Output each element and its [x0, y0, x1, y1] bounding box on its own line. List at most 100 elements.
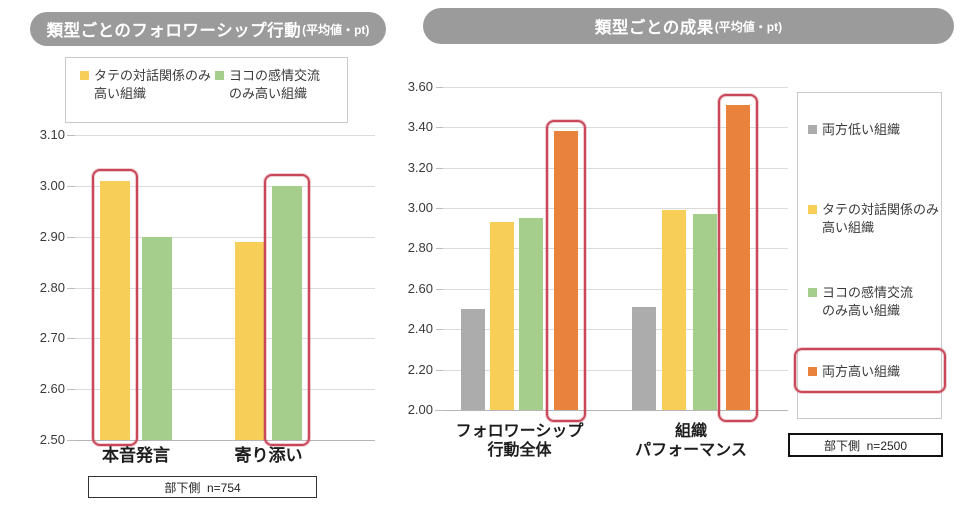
- bar-2-1: [142, 237, 172, 440]
- chart-right-plot: 3.60 3.40 3.20 3.00 2.80 2.60 2.40 2.20 2.00 フォロワ…: [408, 79, 788, 459]
- category-label: フォロワーシップ 行動全体: [455, 423, 584, 459]
- bar-1-2: [632, 307, 656, 410]
- legend-label: 両方高い組織: [822, 364, 901, 379]
- bar-2-2: [662, 210, 686, 410]
- legend-label: ヨコの感情交流 のみ高い組織: [229, 68, 321, 101]
- y-axis-tick: [67, 338, 75, 339]
- bar-1-1: [461, 309, 485, 410]
- highlight-frame: [546, 120, 586, 422]
- legend-item: ヨコの感情交流 のみ高い組織: [808, 284, 913, 320]
- y-axis-tick: [436, 87, 443, 88]
- gridline: [75, 288, 375, 289]
- gridline: [75, 186, 375, 187]
- y-axis-tick-label: 2.60: [407, 281, 433, 296]
- gridline: [443, 248, 788, 249]
- chart-left-title-pill: 類型ごとのフォロワーシップ行動 (平均値・pt): [30, 12, 386, 46]
- chart-left-title: 類型ごとのフォロワーシップ行動: [46, 22, 302, 40]
- gridline: [443, 168, 788, 169]
- legend-marker: [215, 71, 224, 80]
- legend-marker: [80, 71, 89, 80]
- legend-marker: [808, 367, 817, 376]
- y-axis-tick-label: 2.60: [39, 381, 65, 396]
- bar-1-1: [100, 181, 130, 440]
- chart-right-title: 類型ごとの成果: [594, 19, 714, 37]
- y-axis-tick: [67, 288, 75, 289]
- y-axis-tick-label: 3.00: [39, 178, 65, 193]
- bar-3-2: [693, 214, 717, 410]
- legend-label: タテの対話関係のみ 高い組織: [94, 68, 212, 101]
- category-label: 寄り添い: [234, 446, 303, 465]
- gridline: [443, 329, 788, 330]
- chart-left-plot: 3.10 3.00 2.90 2.80 2.70 2.60 2.50 本音発言 寄り添い: [40, 125, 375, 465]
- y-axis-tick: [436, 289, 443, 290]
- y-axis-tick: [67, 389, 75, 390]
- bar-1-2: [235, 242, 265, 440]
- legend-label: タテの対話関係のみ 高い組織: [822, 202, 940, 235]
- y-axis-tick: [436, 410, 443, 411]
- y-axis-tick-label: 3.20: [407, 160, 433, 175]
- legend-item: タテの対話関係のみ 高い組織: [80, 67, 211, 103]
- legend-item: タテの対話関係のみ 高い組織: [808, 201, 939, 237]
- legend-label: 両方低い組織: [822, 122, 901, 137]
- chart-right-legend: 両方低い組織タテの対話関係のみ 高い組織 ヨコの感情交流 のみ高い組織両方高い組織: [794, 92, 946, 419]
- y-axis-tick-label: 3.00: [407, 200, 433, 215]
- legend-marker: [808, 125, 817, 134]
- bar-4-1: [554, 131, 578, 410]
- legend-item: 両方高い組織: [808, 363, 900, 381]
- y-axis-tick-label: 2.20: [407, 362, 433, 377]
- chart-left-title-suffix: (平均値・pt): [302, 22, 370, 37]
- y-axis-tick-label: 2.70: [39, 330, 65, 345]
- y-axis-tick-label: 2.80: [39, 280, 65, 295]
- y-axis-tick: [436, 168, 443, 169]
- bar-4-2: [726, 105, 750, 410]
- y-axis-tick-label: 2.80: [407, 240, 433, 255]
- chart-left-sample-size-box: 部下側 n=754: [88, 476, 317, 498]
- y-axis-tick: [436, 329, 443, 330]
- gridline: [443, 87, 788, 88]
- gridline: [75, 389, 375, 390]
- category-label: 本音発言: [102, 446, 170, 465]
- y-axis-tick-label: 3.60: [407, 79, 433, 94]
- chart-right-title-suffix: (平均値・pt): [714, 19, 783, 34]
- chart-right-title-pill: 類型ごとの成果 (平均値・pt): [423, 8, 954, 44]
- bar-2-1: [490, 222, 514, 410]
- gridline: [443, 289, 788, 290]
- y-axis-tick: [67, 440, 75, 441]
- y-axis-tick: [436, 248, 443, 249]
- y-axis-tick-label: 2.90: [39, 229, 65, 244]
- y-axis-tick-label: 3.40: [407, 119, 433, 134]
- legend-label: ヨコの感情交流 のみ高い組織: [822, 285, 914, 318]
- x-axis-line: [67, 440, 375, 441]
- bar-3-1: [519, 218, 543, 410]
- x-axis-line: [435, 410, 788, 411]
- y-axis-tick: [67, 135, 75, 136]
- bar-2-2: [272, 186, 302, 440]
- gridline: [443, 127, 788, 128]
- legend-marker: [808, 205, 817, 214]
- gridline: [443, 208, 788, 209]
- y-axis-tick-label: 2.00: [407, 402, 433, 417]
- legend-marker: [808, 288, 817, 297]
- y-axis-tick-label: 3.10: [39, 127, 65, 142]
- highlight-frame: [718, 94, 758, 422]
- y-axis-tick: [67, 186, 75, 187]
- chart-right-sample-size-box: 部下側 n=2500: [788, 433, 943, 457]
- category-label: 組織 パフォーマンス: [635, 423, 747, 459]
- highlight-frame: [264, 174, 310, 446]
- gridline: [443, 370, 788, 371]
- highlight-frame: [92, 169, 138, 446]
- legend-highlight-frame: [794, 348, 946, 393]
- chart-left-legend: タテの対話関係のみ 高い組織 ヨコの感情交流 のみ高い組織: [65, 57, 348, 123]
- gridline: [75, 135, 375, 136]
- y-axis-tick-label: 2.40: [407, 321, 433, 336]
- legend-item: ヨコの感情交流 のみ高い組織: [215, 67, 320, 103]
- y-axis-tick: [436, 370, 443, 371]
- gridline: [75, 237, 375, 238]
- y-axis-tick: [67, 237, 75, 238]
- gridline: [75, 338, 375, 339]
- y-axis-tick-label: 2.50: [39, 432, 65, 447]
- legend-item: 両方低い組織: [808, 121, 900, 139]
- y-axis-tick: [436, 208, 443, 209]
- y-axis-tick: [436, 127, 443, 128]
